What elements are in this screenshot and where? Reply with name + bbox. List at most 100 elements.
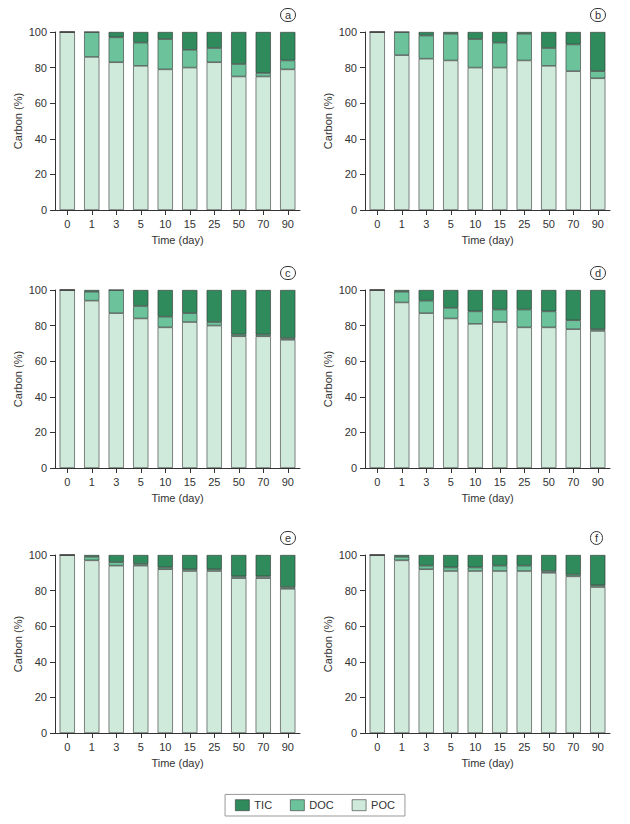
svg-text:100: 100 xyxy=(339,284,357,296)
svg-text:90: 90 xyxy=(592,741,604,753)
svg-text:20: 20 xyxy=(345,691,357,703)
svg-text:3: 3 xyxy=(113,741,119,753)
svg-text:1: 1 xyxy=(399,476,405,488)
svg-text:0: 0 xyxy=(374,218,380,230)
svg-text:1: 1 xyxy=(399,741,405,753)
svg-text:40: 40 xyxy=(345,133,357,145)
svg-text:3: 3 xyxy=(423,218,429,230)
svg-text:1: 1 xyxy=(399,218,405,230)
svg-text:0: 0 xyxy=(351,727,357,739)
svg-text:10: 10 xyxy=(469,218,481,230)
svg-text:60: 60 xyxy=(35,620,47,632)
svg-text:DOC: DOC xyxy=(309,799,334,811)
svg-text:3: 3 xyxy=(113,218,119,230)
svg-text:Carbon (%): Carbon (%) xyxy=(12,93,24,149)
svg-text:80: 80 xyxy=(35,320,47,332)
svg-text:25: 25 xyxy=(208,218,220,230)
svg-text:15: 15 xyxy=(494,218,506,230)
svg-text:50: 50 xyxy=(543,476,555,488)
svg-text:100: 100 xyxy=(29,284,47,296)
svg-text:10: 10 xyxy=(469,741,481,753)
svg-text:80: 80 xyxy=(345,320,357,332)
svg-text:Time (day): Time (day) xyxy=(151,757,203,769)
svg-text:90: 90 xyxy=(282,741,294,753)
svg-text:20: 20 xyxy=(345,426,357,438)
svg-text:3: 3 xyxy=(423,741,429,753)
svg-text:100: 100 xyxy=(29,26,47,38)
svg-text:25: 25 xyxy=(518,476,530,488)
svg-text:Carbon (%): Carbon (%) xyxy=(12,616,24,672)
svg-text:0: 0 xyxy=(351,204,357,216)
svg-text:Carbon (%): Carbon (%) xyxy=(322,351,334,407)
svg-text:0: 0 xyxy=(374,476,380,488)
svg-text:Carbon (%): Carbon (%) xyxy=(322,616,334,672)
svg-text:60: 60 xyxy=(35,355,47,367)
svg-text:Carbon (%): Carbon (%) xyxy=(322,93,334,149)
svg-text:1: 1 xyxy=(89,218,95,230)
svg-text:Time (day): Time (day) xyxy=(461,492,513,504)
svg-text:80: 80 xyxy=(345,62,357,74)
svg-text:0: 0 xyxy=(64,476,70,488)
svg-text:50: 50 xyxy=(233,476,245,488)
svg-text:a: a xyxy=(285,9,292,21)
svg-text:5: 5 xyxy=(448,476,454,488)
svg-text:40: 40 xyxy=(35,391,47,403)
svg-text:1: 1 xyxy=(89,476,95,488)
svg-text:40: 40 xyxy=(345,656,357,668)
svg-text:5: 5 xyxy=(448,741,454,753)
svg-text:80: 80 xyxy=(345,585,357,597)
svg-text:15: 15 xyxy=(184,476,196,488)
svg-text:60: 60 xyxy=(345,97,357,109)
svg-text:15: 15 xyxy=(184,218,196,230)
svg-text:d: d xyxy=(595,267,601,279)
svg-text:b: b xyxy=(595,9,601,21)
svg-text:80: 80 xyxy=(35,585,47,597)
svg-text:15: 15 xyxy=(494,476,506,488)
svg-text:25: 25 xyxy=(518,218,530,230)
svg-text:0: 0 xyxy=(64,218,70,230)
svg-text:0: 0 xyxy=(41,727,47,739)
svg-text:15: 15 xyxy=(184,741,196,753)
svg-text:Time (day): Time (day) xyxy=(461,757,513,769)
svg-text:60: 60 xyxy=(35,97,47,109)
svg-text:25: 25 xyxy=(208,741,220,753)
svg-text:70: 70 xyxy=(257,741,269,753)
svg-text:10: 10 xyxy=(159,218,171,230)
svg-text:50: 50 xyxy=(233,218,245,230)
svg-text:25: 25 xyxy=(208,476,220,488)
svg-text:10: 10 xyxy=(159,741,171,753)
svg-text:70: 70 xyxy=(567,476,579,488)
svg-text:90: 90 xyxy=(282,476,294,488)
svg-text:100: 100 xyxy=(339,26,357,38)
svg-text:100: 100 xyxy=(29,549,47,561)
svg-text:3: 3 xyxy=(113,476,119,488)
svg-text:5: 5 xyxy=(138,476,144,488)
svg-text:70: 70 xyxy=(257,476,269,488)
svg-text:15: 15 xyxy=(494,741,506,753)
svg-text:Time (day): Time (day) xyxy=(151,492,203,504)
svg-text:100: 100 xyxy=(339,549,357,561)
svg-text:10: 10 xyxy=(469,476,481,488)
svg-text:20: 20 xyxy=(345,168,357,180)
svg-text:1: 1 xyxy=(89,741,95,753)
svg-text:20: 20 xyxy=(35,426,47,438)
svg-text:50: 50 xyxy=(543,218,555,230)
svg-text:5: 5 xyxy=(138,218,144,230)
svg-text:20: 20 xyxy=(35,691,47,703)
svg-text:0: 0 xyxy=(41,462,47,474)
svg-text:Carbon (%): Carbon (%) xyxy=(12,351,24,407)
svg-text:60: 60 xyxy=(345,620,357,632)
svg-text:c: c xyxy=(285,267,291,279)
svg-text:70: 70 xyxy=(257,218,269,230)
svg-text:10: 10 xyxy=(159,476,171,488)
svg-text:5: 5 xyxy=(138,741,144,753)
svg-text:80: 80 xyxy=(35,62,47,74)
svg-text:3: 3 xyxy=(423,476,429,488)
svg-text:Time (day): Time (day) xyxy=(461,234,513,246)
svg-text:40: 40 xyxy=(345,391,357,403)
svg-text:0: 0 xyxy=(351,462,357,474)
svg-text:f: f xyxy=(595,532,599,544)
svg-text:90: 90 xyxy=(592,476,604,488)
svg-text:70: 70 xyxy=(567,741,579,753)
svg-text:e: e xyxy=(285,532,291,544)
